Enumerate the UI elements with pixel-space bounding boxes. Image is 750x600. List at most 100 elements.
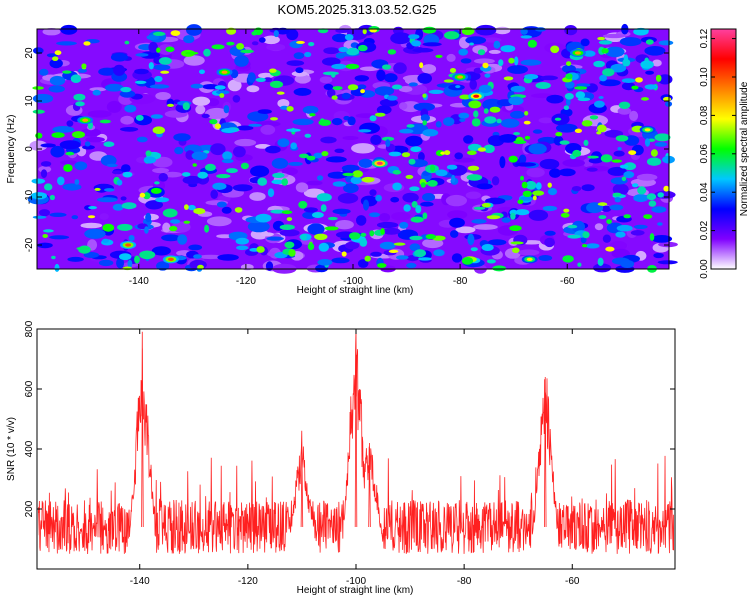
- heatmap-cell: [37, 242, 53, 249]
- heatmap-cell: [247, 220, 270, 233]
- heatmap-cell: [644, 84, 658, 90]
- heatmap-cell: [104, 83, 124, 92]
- heatmap-cell: [520, 59, 542, 66]
- heatmap-x-label: Height of straight line (km): [297, 285, 414, 296]
- heatmap-cell: [585, 243, 600, 249]
- heatmap-cell: [653, 252, 664, 259]
- heatmap-cell: [368, 212, 381, 218]
- heatmap-cell: [112, 203, 124, 211]
- heatmap-cell: [150, 114, 163, 119]
- heatmap-cell: [183, 220, 191, 224]
- heatmap-cell: [459, 94, 471, 100]
- heatmap-cell: [542, 205, 558, 212]
- heatmap-cell: [273, 30, 279, 38]
- heatmap-cell: [489, 106, 501, 113]
- heatmap-cell: [644, 128, 651, 132]
- heatmap-cell: [312, 212, 324, 218]
- heatmap-cell: [445, 194, 467, 207]
- heatmap-cell: [481, 203, 491, 208]
- heatmap-cell: [46, 53, 58, 58]
- heatmap-cell: [412, 47, 434, 53]
- heatmap-cell: [170, 30, 181, 36]
- heatmap-cell: [602, 33, 626, 39]
- heatmap-cell: [125, 243, 132, 247]
- heatmap-cell: [174, 146, 184, 155]
- heatmap-cell: [221, 70, 228, 74]
- heatmap-cell: [313, 152, 323, 159]
- heatmap-cell: [342, 136, 359, 140]
- heatmap-cell: [334, 148, 345, 153]
- heatmap-cell: [150, 187, 162, 194]
- heatmap-cell: [473, 58, 495, 64]
- heatmap-cell: [408, 158, 416, 165]
- heatmap-cell: [469, 42, 474, 46]
- heatmap-cell: [510, 241, 524, 245]
- heatmap-cell: [295, 182, 309, 193]
- heatmap-cell: [145, 150, 152, 157]
- heatmap-cell: [655, 74, 662, 82]
- heatmap-cell: [251, 41, 259, 46]
- heatmap-cell: [597, 202, 608, 206]
- heatmap-cell: [120, 86, 132, 93]
- heatmap-cell: [232, 95, 241, 103]
- heatmap-cell: [611, 159, 622, 163]
- heatmap-cell: [476, 183, 493, 190]
- colorbar-axis: 0.00 0.02 0.04 0.06 0.08 0.10 0.12: [699, 28, 736, 279]
- heatmap-cell: [40, 169, 48, 179]
- heatmap-cell: [52, 56, 59, 61]
- heatmap-cell: [401, 152, 411, 158]
- heatmap-cell: [102, 238, 109, 243]
- heatmap-cell: [263, 77, 273, 83]
- heatmap-cell: [381, 136, 395, 141]
- heatmap-cell: [184, 204, 189, 210]
- heatmap-cell: [199, 69, 205, 75]
- heatmap-cell: [607, 166, 627, 176]
- heatmap-cell: [248, 123, 262, 127]
- heatmap-cell: [332, 208, 351, 215]
- heatmap-cell: [510, 212, 516, 220]
- heatmap-cell: [475, 24, 497, 36]
- heatmap-cell: [266, 43, 286, 51]
- heatmap-cell: [415, 205, 422, 214]
- heatmap-cell: [420, 201, 434, 207]
- heatmap-cell: [354, 75, 369, 82]
- heatmap-cell: [382, 64, 392, 70]
- heatmap-cell: [515, 162, 537, 167]
- heatmap-cell: [527, 39, 538, 48]
- heatmap-cell: [74, 179, 80, 185]
- heatmap-cell: [623, 214, 631, 219]
- snr-y-tick-label: 400: [24, 440, 35, 457]
- heatmap-cell: [491, 176, 500, 186]
- heatmap-cell: [317, 28, 329, 34]
- heatmap-cell: [449, 68, 457, 73]
- heatmap-cell: [160, 70, 170, 74]
- heatmap-cell: [555, 132, 563, 137]
- heatmap-cell: [181, 172, 191, 177]
- heatmap-cell: [376, 69, 386, 82]
- heatmap-cell: [518, 154, 527, 164]
- heatmap-cell: [191, 151, 208, 161]
- heatmap-cell: [296, 40, 305, 44]
- heatmap-cell: [419, 62, 424, 69]
- heatmap-y-tick-label: -10: [24, 189, 35, 204]
- heatmap-cell: [203, 48, 211, 57]
- heatmap-cell: [610, 63, 627, 73]
- heatmap-cell: [358, 129, 372, 133]
- heatmap-y-tick-label: 20: [24, 47, 35, 59]
- heatmap-cell: [359, 238, 368, 247]
- heatmap-cell: [524, 135, 531, 140]
- heatmap-cell: [255, 77, 266, 82]
- heatmap-cell: [269, 68, 277, 73]
- heatmap-cell: [269, 80, 284, 88]
- heatmap-cell: [99, 119, 111, 124]
- heatmap-cell: [256, 246, 265, 253]
- heatmap-cell: [370, 251, 382, 257]
- heatmap-cell: [361, 176, 375, 183]
- heatmap-cell: [461, 257, 474, 265]
- heatmap-cell: [158, 57, 172, 65]
- heatmap-cell: [409, 243, 421, 251]
- heatmap-cell: [391, 84, 403, 90]
- heatmap-cell: [73, 93, 86, 101]
- heatmap-cell: [526, 167, 545, 178]
- heatmap-cell: [266, 236, 284, 241]
